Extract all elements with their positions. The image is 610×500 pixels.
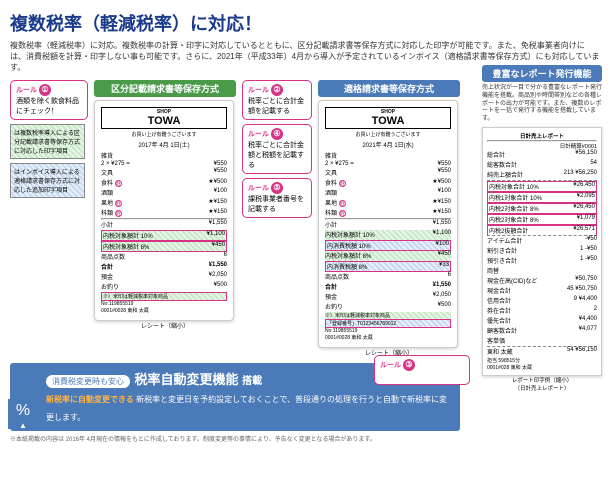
percent-icon: %▲ — [8, 399, 38, 429]
rule-3: ルール ③ 税率ごとの売上金額を集計 — [374, 355, 470, 385]
panel1-header: 区分記載請求書等保存方式 — [94, 80, 236, 97]
main-title: 複数税率（軽減税率）に対応！ — [10, 10, 600, 36]
report-panel: 豊富なレポート発行機能 売上状況が一目で分かる豊富なレポート発行機能を搭載。商品… — [482, 65, 602, 392]
receipt-1: SHOPTOWA お買い上げ有難うございます 2017年 4月 1日(土) 雑貨… — [94, 100, 234, 321]
rule-1: ルール ① 酒類を除く飲食料品にチェック！ — [10, 80, 88, 120]
legend-blue: はインボイス導入による適格請求書保存方式に対応した追加印字項目 — [10, 163, 85, 198]
rule-5: ルール ⑤ 課税事業者番号を記載する — [242, 178, 312, 218]
rule-2: ルール ② 税率ごとに合計金額を記載する — [242, 80, 312, 120]
panel2-header: 適格請求書等保存方式 — [318, 80, 460, 97]
legend-green: は複数税率導入による区分記載請求書等保存方式に対応した印字項目 — [10, 124, 85, 159]
rule-4: ルール ④ 税率ごとに合計金額と税額を記載する — [242, 124, 312, 174]
bottom-band: %▲ 消費税変更時も安心 税率自動変更機能 搭載 新税率に自動変更できる 新税率… — [10, 363, 460, 431]
receipt-2: SHOPTOWA お買い上げ有難うございます 2021年 4月 1日(水) 雑貨… — [318, 100, 458, 348]
footnote: ※本紙掲載の内容は 2016年 4月現在の情報をもとに作成しております。制度変更… — [10, 434, 600, 443]
